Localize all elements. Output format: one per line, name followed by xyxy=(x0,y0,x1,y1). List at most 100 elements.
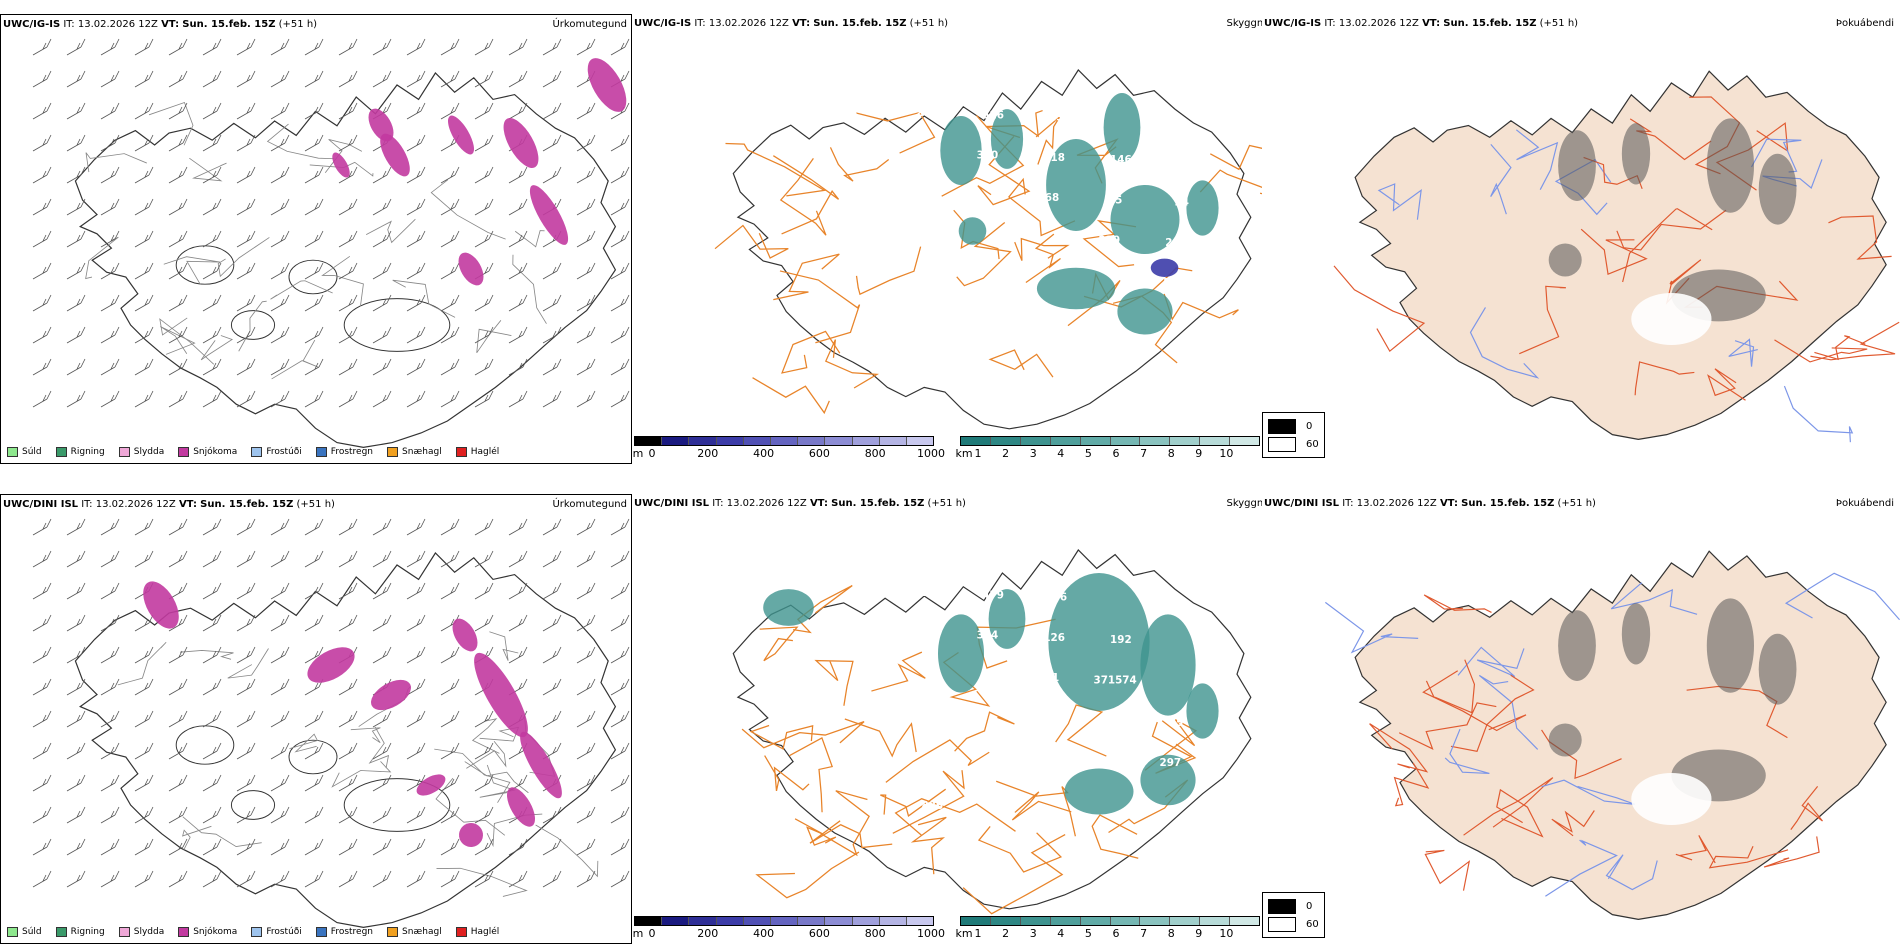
wind-barb xyxy=(474,134,494,152)
wind-barb xyxy=(236,870,256,888)
wind-barb xyxy=(542,518,562,536)
colorbar-tick: 10 xyxy=(1219,447,1234,460)
legend-swatch xyxy=(387,927,399,937)
wind-barb xyxy=(66,102,86,120)
road-line xyxy=(1425,659,1476,714)
colorbar-tick: 7 xyxy=(1140,927,1148,940)
legend-label: 0 xyxy=(1306,420,1313,432)
wind-barb xyxy=(100,198,120,216)
road-line xyxy=(1377,183,1422,220)
panel-header: UWC/IG-IS IT: 13.02.2026 12Z VT: Sun. 15… xyxy=(1264,18,1579,29)
wind-barb xyxy=(134,70,154,88)
road-line xyxy=(1622,208,1713,283)
wind-barb xyxy=(134,550,154,568)
low-visibility-area xyxy=(1048,573,1150,711)
colorbar-tick: 8 xyxy=(1167,447,1175,460)
wind-barb xyxy=(576,678,596,696)
wind-barb xyxy=(202,102,222,120)
wind-barb xyxy=(202,678,222,696)
snow-area xyxy=(332,152,350,178)
wind-barb xyxy=(338,582,358,600)
wind-barb xyxy=(338,134,358,152)
road-line xyxy=(1422,670,1527,732)
road-line xyxy=(755,851,860,899)
wind-barb xyxy=(100,358,120,376)
precip-legend: Súld Rigning Slydda Snjókoma Frostúði Frostre… xyxy=(7,447,499,457)
legend-item: Rigning xyxy=(55,927,105,937)
wind-barb xyxy=(372,614,392,632)
glacier-outline xyxy=(288,259,338,295)
wind-barb xyxy=(32,134,52,152)
wind-barb xyxy=(168,326,188,344)
cloud-base-label: 479 xyxy=(982,589,1004,601)
colorbar-segment xyxy=(689,437,717,445)
snow-area xyxy=(371,679,411,711)
iceland-outline xyxy=(1333,70,1900,443)
wind-barb xyxy=(338,806,358,824)
wind-barb xyxy=(508,294,528,312)
wind-barb xyxy=(372,230,392,248)
low-visibility-area xyxy=(990,109,1024,169)
precip-legend: Súld Rigning Slydda Snjókoma Frostúði Frostre… xyxy=(7,927,499,937)
wind-barb xyxy=(372,646,392,664)
wind-barb xyxy=(66,646,86,664)
wind-barb xyxy=(270,198,290,216)
wind-barb xyxy=(32,262,52,280)
cloud-base-label: 55 xyxy=(1169,717,1183,729)
cloud-base-label: 30 xyxy=(992,322,1006,334)
road-line xyxy=(809,820,893,849)
colorbar-segment xyxy=(1230,917,1260,925)
wind-barb xyxy=(32,806,52,824)
colorbar-segment xyxy=(961,437,991,445)
wind-barb xyxy=(372,294,392,312)
wind-barb xyxy=(304,358,324,376)
colorbar-segment xyxy=(798,917,826,925)
legend-label: Frostregn xyxy=(330,447,374,457)
wind-barb xyxy=(338,710,358,728)
low-visibility-area xyxy=(988,589,1026,649)
cloud-base-label: 192 xyxy=(1110,634,1132,646)
wind-barb xyxy=(100,262,120,280)
colorbar-tick: 9 xyxy=(1195,447,1203,460)
road-line xyxy=(179,649,234,660)
ceiling-colorbar: m 0 200 400 600 800 1000 xyxy=(633,436,945,460)
legend-item: Frostregn xyxy=(315,927,373,937)
visibility-colorbar: km 1 2 3 4 5 6 7 8 9 10 xyxy=(955,916,1260,940)
road-line xyxy=(117,641,167,686)
colorbar-segment xyxy=(1170,437,1201,445)
wind-barb xyxy=(168,678,188,696)
wind-barb xyxy=(542,678,562,696)
wind-barb xyxy=(440,102,460,120)
wind-barb xyxy=(542,326,562,344)
wind-barb xyxy=(576,710,596,728)
wind-barb xyxy=(610,710,630,728)
road-line xyxy=(1610,582,1698,615)
snow-area xyxy=(307,647,355,683)
wind-barb xyxy=(66,550,86,568)
wind-barb xyxy=(134,230,154,248)
wind-barb xyxy=(372,774,392,792)
cloud-base-label: 298 xyxy=(921,320,943,332)
road-line xyxy=(752,377,830,415)
road-line xyxy=(266,123,335,160)
wind-barb xyxy=(134,870,154,888)
wind-barb xyxy=(202,774,222,792)
road-line xyxy=(85,152,147,173)
panel-header: UWC/IG-IS IT: 13.02.2026 12Z VT: Sun. 15… xyxy=(3,19,318,30)
wind-barb xyxy=(134,166,154,184)
road-line xyxy=(1828,215,1892,260)
wind-barb xyxy=(372,710,392,728)
cloud-base-label: 36 xyxy=(937,239,951,251)
wind-barb xyxy=(270,134,290,152)
wind-barb xyxy=(542,102,562,120)
colorbar-tick: 400 xyxy=(753,927,775,940)
colorbar-segment xyxy=(1080,437,1111,445)
legend-item: Haglél xyxy=(455,447,499,457)
wind-barb xyxy=(100,230,120,248)
wind-barb xyxy=(508,582,528,600)
road-line xyxy=(772,155,840,235)
legend-item: Súld xyxy=(7,927,42,937)
road-line xyxy=(1463,777,1554,836)
wind-barb xyxy=(134,838,154,856)
colorbar-tick: 6 xyxy=(1112,447,1120,460)
